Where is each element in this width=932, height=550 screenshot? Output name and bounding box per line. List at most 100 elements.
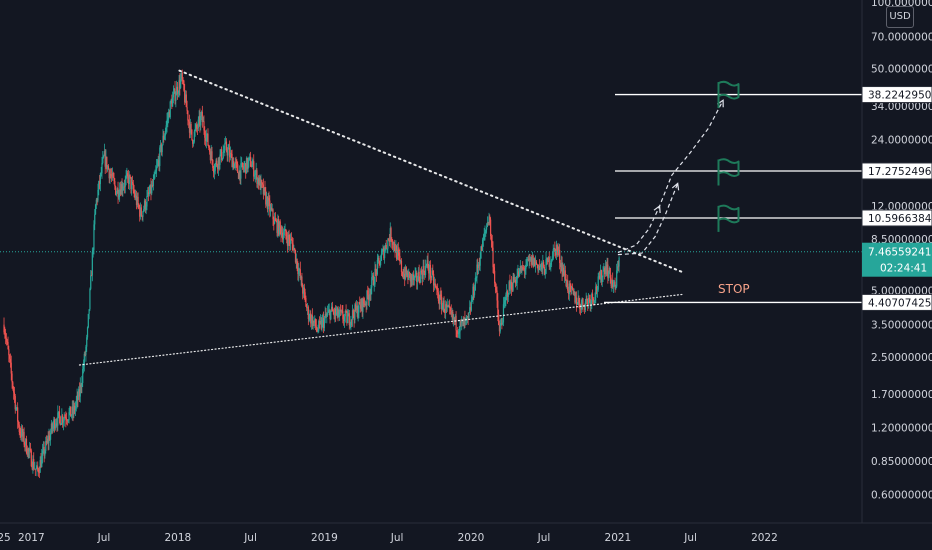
candle-body xyxy=(271,209,273,211)
candle-body xyxy=(165,125,167,131)
candle-body xyxy=(217,157,220,169)
candle-body xyxy=(249,156,252,167)
candle-body xyxy=(553,248,555,250)
candle-body xyxy=(119,189,122,195)
candle-body xyxy=(558,250,560,252)
candle-body xyxy=(343,319,345,321)
candle-body xyxy=(283,231,285,236)
candle-body xyxy=(506,291,509,297)
candle-body xyxy=(19,431,21,434)
candle-body xyxy=(548,256,550,267)
candle-body xyxy=(183,80,185,91)
candle-body xyxy=(266,196,268,210)
level-tag-label: 4.40707425 xyxy=(868,297,931,309)
candle-body xyxy=(118,195,120,198)
candle-body xyxy=(559,263,562,267)
candle-body xyxy=(569,283,571,285)
candle-body xyxy=(12,382,14,389)
candle-body xyxy=(182,80,184,82)
candle-body xyxy=(564,270,566,279)
candle-body xyxy=(345,311,347,312)
candle-body xyxy=(610,277,612,286)
candle-body xyxy=(164,135,166,140)
candle-body xyxy=(404,267,407,280)
candle-body xyxy=(68,412,70,420)
candle-body xyxy=(383,248,385,259)
candle-body xyxy=(322,318,324,320)
candle-body xyxy=(61,415,63,424)
candle-body xyxy=(33,459,35,469)
candle-body xyxy=(179,80,181,88)
candle-body xyxy=(559,250,561,264)
candle-body xyxy=(395,246,397,253)
candle-body xyxy=(328,309,330,311)
candle-body xyxy=(373,284,375,286)
candle-body xyxy=(9,358,12,363)
candle-body xyxy=(472,286,474,300)
candle-body xyxy=(287,235,289,246)
candle-body xyxy=(408,272,411,274)
candle-body xyxy=(481,246,483,252)
candle-body xyxy=(525,266,527,270)
candle-body xyxy=(115,186,117,195)
candle-body xyxy=(416,272,418,283)
candle-body xyxy=(174,88,176,101)
y-tick-label: 34.00000000 xyxy=(871,101,932,113)
candle-body xyxy=(7,341,9,350)
candle-body xyxy=(105,156,107,167)
candle-body xyxy=(28,448,30,452)
candle-body xyxy=(477,264,480,269)
candle-body xyxy=(371,275,374,278)
candle-body xyxy=(135,195,137,199)
candle-body xyxy=(233,161,235,169)
candle-body xyxy=(221,158,224,160)
candle-body xyxy=(309,313,311,319)
candle-body xyxy=(424,265,427,275)
candle-body xyxy=(100,173,102,175)
candle-body xyxy=(53,419,55,426)
x-tick-label: Jul xyxy=(537,532,551,544)
candle-body xyxy=(344,311,346,317)
candle-body xyxy=(160,144,162,153)
candle-body xyxy=(138,204,140,208)
candle-body xyxy=(614,281,616,289)
candle-body xyxy=(598,276,600,278)
candle-body xyxy=(52,425,54,429)
candle-body xyxy=(320,320,322,329)
candle-body xyxy=(552,249,554,259)
candle-body xyxy=(425,265,427,266)
candle-body xyxy=(314,318,316,323)
candle-body xyxy=(616,266,619,271)
candle-body xyxy=(444,312,446,314)
candle-body xyxy=(376,259,379,275)
candle-body xyxy=(608,273,610,279)
candle-body xyxy=(600,269,602,280)
candle-body xyxy=(540,263,542,266)
y-tick-label: 100.00000000 xyxy=(871,0,932,9)
currency-badge[interactable]: USD xyxy=(886,6,914,28)
candle-body xyxy=(575,297,577,303)
candle-body xyxy=(500,323,502,326)
candle-body xyxy=(449,306,451,308)
candle-body xyxy=(65,417,67,420)
candle-body xyxy=(403,273,405,278)
candle-body xyxy=(15,407,17,410)
candle-body xyxy=(511,289,513,291)
candle-body xyxy=(440,294,442,297)
candle-body xyxy=(415,272,417,274)
candle-body xyxy=(556,244,558,251)
candle-body xyxy=(453,317,455,320)
candle-body xyxy=(515,282,517,284)
candle-body xyxy=(486,222,489,228)
price-tags-layer: 38.22429503 17.27524960 10.59663841 4.40707… xyxy=(861,86,932,311)
candle-body xyxy=(133,190,135,194)
candle-body xyxy=(200,116,202,126)
candle-body xyxy=(327,310,330,313)
candle-body xyxy=(442,300,444,306)
candle-body xyxy=(315,326,317,329)
candle-body xyxy=(409,273,411,282)
candle-body xyxy=(10,362,12,374)
candle-body xyxy=(265,196,268,205)
candle-body xyxy=(279,221,281,228)
